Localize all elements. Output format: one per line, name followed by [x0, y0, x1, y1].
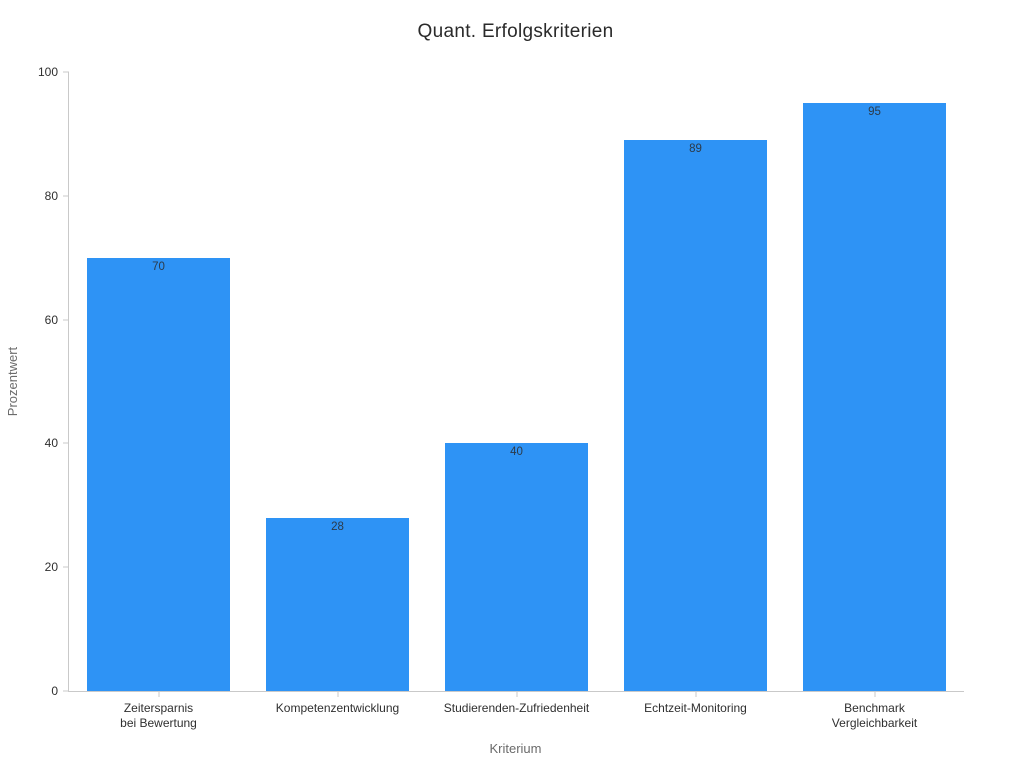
y-tick-mark — [63, 195, 69, 197]
y-axis-title: Prozentwert — [5, 346, 21, 417]
x-tick-label: Echtzeit-Monitoring — [644, 701, 747, 715]
bar-value-label: 95 — [868, 105, 881, 118]
bar: 89 — [623, 140, 768, 691]
bar: 40 — [444, 443, 589, 691]
y-tick-label: 60 — [44, 312, 58, 327]
y-axis-title-wrap: Prozentwert — [2, 72, 24, 691]
x-tick-mark — [516, 691, 517, 697]
plot-area: 0 20 40 60 80 100 70 Zeitersparnis bei Bewertun… — [38, 65, 964, 730]
x-tick-mark — [158, 691, 159, 697]
y-tick-label: 100 — [37, 65, 58, 79]
y-tick-mark — [63, 319, 69, 321]
x-tick-mark — [874, 691, 875, 697]
x-tick-label: Zeitersparnis bei Bewertung — [120, 701, 197, 730]
y-tick-label: 40 — [44, 436, 58, 451]
y-tick-mark — [63, 442, 69, 444]
x-tick-label: Studierenden-Zufriedenheit — [443, 701, 590, 715]
bar-value-label: 40 — [510, 446, 523, 459]
x-tick-mark — [695, 691, 696, 697]
y-tick-mark — [63, 566, 69, 568]
y-tick-mark — [63, 690, 69, 692]
x-tick-label: Benchmark Vergleichbarkeit — [831, 701, 918, 730]
bar-value-label: 89 — [689, 143, 702, 156]
bar: 95 — [802, 102, 947, 691]
x-axis-title: Kriterium — [489, 741, 542, 756]
bar-value-label: 28 — [331, 520, 344, 533]
y-tick-label: 80 — [44, 188, 58, 203]
y-tick-mark — [63, 71, 69, 73]
bar: 28 — [265, 517, 410, 691]
y-tick-label: 0 — [51, 684, 58, 698]
y-tick-label: 20 — [44, 560, 58, 575]
bar: 70 — [86, 257, 231, 691]
bar-value-label: 70 — [152, 260, 165, 273]
chart-title: Quant. Erfolgskriterien — [417, 21, 614, 42]
x-tick-mark — [337, 691, 338, 697]
x-tick-label: Kompetenzentwicklung — [275, 701, 400, 715]
